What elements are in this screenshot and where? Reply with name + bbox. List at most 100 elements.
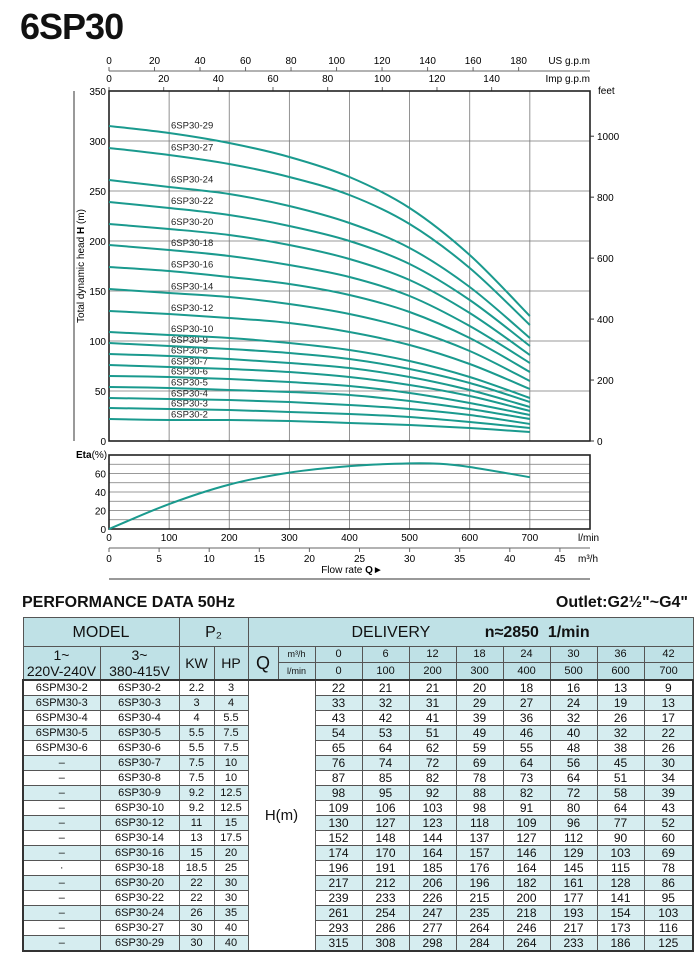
head-value: 41 <box>408 710 457 726</box>
head-value: 82 <box>502 785 551 801</box>
power-hp: 30 <box>213 890 249 906</box>
power-hp: 12.5 <box>213 785 249 801</box>
head-value: 164 <box>408 845 457 861</box>
power-kw: 30 <box>178 935 215 952</box>
head-curve-6sp30-8 <box>108 353 531 408</box>
head-value: 33 <box>314 695 363 711</box>
head-value: 19 <box>596 695 645 711</box>
single-phase-symbol: 1~ <box>53 647 70 663</box>
imp-gpm-tick-label: 120 <box>429 74 446 85</box>
table-row: 6SPM30-3 6SP30-3 3 4 33 32 31 29 27 24 19 13 <box>22 695 694 711</box>
head-value: 206 <box>408 875 457 891</box>
head-value: 127 <box>502 830 551 846</box>
head-value: 48 <box>549 740 598 756</box>
flow-lmin-cell: 500 <box>549 662 598 681</box>
head-value: 77 <box>596 815 645 831</box>
power-hp: 5.5 <box>213 710 249 726</box>
feet-tick-label: 0 <box>597 437 603 448</box>
single-phase-model: – <box>22 785 101 801</box>
head-tick-label: 100 <box>89 337 106 348</box>
power-hp: 30 <box>213 875 249 891</box>
head-value: 17 <box>643 710 694 726</box>
head-curve-6sp30-27 <box>108 147 531 326</box>
head-value: 32 <box>361 695 410 711</box>
power-kw: 4 <box>178 710 215 726</box>
performance-curves-chart: 0 20 40 60 80 100 120 140 160 180 US g.p.m0 20 40 60 8… <box>73 56 620 580</box>
head-value: 217 <box>314 875 363 891</box>
table-row: 6SPM30-2 6SP30-2 2.2 3 H(m) 22 21 21 20 18 16 13 9 <box>22 679 694 952</box>
head-value: 64 <box>502 755 551 771</box>
head-value: 26 <box>643 740 694 756</box>
head-value: 18 <box>502 679 551 696</box>
three-phase-model: 6SP30-4 <box>99 710 180 726</box>
curve-label: 6SP30-24 <box>171 174 213 185</box>
us-gpm-tick-label: 20 <box>149 56 161 67</box>
head-value: 80 <box>549 800 598 816</box>
head-curve-6sp30-5 <box>108 386 531 420</box>
table-row: · 6SP30-18 18.5 25 196 191 185 176 164 145 115 78 <box>22 860 694 876</box>
head-curve-6sp30-18 <box>108 244 531 364</box>
single-phase-model: 6SPM30-4 <box>22 710 101 726</box>
feet-tick-label: 800 <box>597 193 614 204</box>
head-value: 51 <box>596 770 645 786</box>
head-value: 116 <box>643 920 694 936</box>
head-value: 239 <box>314 890 363 906</box>
head-value: 26 <box>596 710 645 726</box>
eta-curve <box>108 462 531 530</box>
head-value: 298 <box>408 935 457 952</box>
lmin-tick-label: 200 <box>221 533 238 544</box>
head-value: 69 <box>455 755 504 771</box>
power-kw: 30 <box>178 920 215 936</box>
head-value: 103 <box>596 845 645 861</box>
power-hp: 10 <box>213 770 249 786</box>
power-kw: 26 <box>178 905 215 921</box>
curve-label: 6SP30-22 <box>171 196 213 207</box>
head-value: 30 <box>643 755 694 771</box>
head-tick-label: 0 <box>100 437 106 448</box>
head-value: 62 <box>408 740 457 756</box>
power-hp: 25 <box>213 860 249 876</box>
single-phase-model: – <box>22 905 101 921</box>
table-row: –6SP30-8 7.5 10 87 85 82 78 73 64 51 34 <box>22 770 694 786</box>
head-value: 233 <box>361 890 410 906</box>
head-value: 95 <box>643 890 694 906</box>
power-kw: 11 <box>178 815 215 831</box>
head-curve-6sp30-10 <box>108 331 531 399</box>
head-value: 42 <box>361 710 410 726</box>
head-value: 235 <box>455 905 504 921</box>
head-value: 218 <box>502 905 551 921</box>
head-curve-6sp30-16 <box>108 266 531 373</box>
head-value: 78 <box>455 770 504 786</box>
head-value: 123 <box>408 815 457 831</box>
m3h-tick-label: 25 <box>354 554 366 565</box>
single-phase-model: – <box>22 815 101 831</box>
head-curve-6sp30-12 <box>108 310 531 390</box>
header-single-phase: 1~ 220V-240V <box>22 646 101 681</box>
three-phase-model: 6SP30-3 <box>99 695 180 711</box>
three-phase-voltage: 380-415V <box>109 663 170 679</box>
head-value: 51 <box>408 725 457 741</box>
m3h-tick-label: 40 <box>504 554 516 565</box>
power-hp: 15 <box>213 815 249 831</box>
feet-tick-label: 600 <box>597 254 614 265</box>
flow-lmin-cell: 0 <box>314 662 363 681</box>
head-curve-6sp30-24 <box>108 179 531 339</box>
us-gpm-tick-label: 140 <box>419 56 436 67</box>
head-value: 60 <box>643 830 694 846</box>
flow-m3h-cell: 30 <box>549 645 598 664</box>
table-row: 6SPM30-6 6SP30-6 5.5 7.5 65 64 62 59 55 48 38 26 <box>22 740 694 756</box>
single-phase-model: – <box>22 770 101 786</box>
m3h-tick-label: 5 <box>156 554 162 565</box>
head-value: 106 <box>361 800 410 816</box>
head-value: 284 <box>455 935 504 952</box>
three-phase-model: 6SP30-18 <box>99 860 180 876</box>
head-value: 196 <box>314 860 363 876</box>
head-value: 73 <box>502 770 551 786</box>
outlet-spec: Outlet:G2½"~G4" <box>556 594 688 612</box>
flow-lmin-cell: 300 <box>455 662 504 681</box>
power-kw: 5.5 <box>178 740 215 756</box>
head-value: 161 <box>549 875 598 891</box>
outlet-suffix: "~G4" <box>642 594 688 611</box>
flow-rate-label-part: Flow rate <box>321 565 365 576</box>
head-value: 76 <box>314 755 363 771</box>
